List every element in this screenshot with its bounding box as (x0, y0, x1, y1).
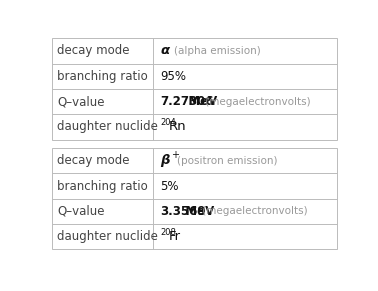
Bar (52, 38, 337, 140)
Text: Q–value: Q–value (57, 205, 104, 218)
Text: daughter nuclide: daughter nuclide (57, 230, 158, 243)
Text: MeV: MeV (186, 95, 218, 108)
Text: α: α (160, 45, 169, 57)
Text: 7.27306: 7.27306 (160, 95, 214, 108)
Text: (positron emission): (positron emission) (177, 156, 278, 166)
Text: MeV: MeV (183, 205, 214, 218)
Text: +: + (172, 150, 180, 160)
Text: (megaelectronvolts): (megaelectronvolts) (202, 97, 311, 107)
Text: Fr: Fr (169, 230, 181, 243)
Text: daughter nuclide: daughter nuclide (57, 120, 158, 133)
Text: 204: 204 (160, 118, 176, 127)
Text: branching ratio: branching ratio (57, 70, 148, 83)
Bar (52, 148, 337, 249)
Text: 3.3569: 3.3569 (160, 205, 206, 218)
Text: branching ratio: branching ratio (57, 180, 148, 193)
Text: decay mode: decay mode (57, 154, 129, 167)
Text: (alpha emission): (alpha emission) (174, 46, 260, 56)
Text: 95%: 95% (160, 70, 186, 83)
Text: decay mode: decay mode (57, 45, 129, 57)
Text: β: β (160, 154, 170, 167)
Text: Rn: Rn (169, 120, 186, 133)
Text: (megaelectronvolts): (megaelectronvolts) (199, 206, 308, 217)
Text: Q–value: Q–value (57, 95, 104, 108)
Text: 208: 208 (160, 228, 176, 237)
Text: 5%: 5% (160, 180, 179, 193)
